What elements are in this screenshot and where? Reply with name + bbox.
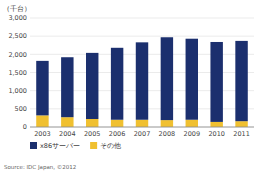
grid-line bbox=[30, 127, 254, 128]
bar bbox=[186, 39, 198, 120]
y-tick-label: 3,000 bbox=[8, 14, 27, 22]
y-tick-label: 0 bbox=[23, 123, 27, 131]
x-tick-label: 2008 bbox=[159, 130, 176, 138]
y-tick-label: 2,000 bbox=[8, 51, 27, 59]
bar bbox=[36, 115, 48, 127]
x-tick-label: 2003 bbox=[34, 130, 51, 138]
bar bbox=[235, 41, 247, 121]
bar bbox=[136, 120, 148, 127]
bar bbox=[210, 122, 222, 127]
legend-swatch bbox=[30, 142, 37, 149]
bar bbox=[235, 121, 247, 127]
bar bbox=[161, 37, 173, 120]
bar bbox=[186, 120, 198, 127]
y-axis-label: （千台） bbox=[3, 5, 31, 13]
chart: 0 500 1,000 1,500 2,000 2,500 3,000（千台） 2003 200… bbox=[0, 0, 260, 173]
x-tick-label: 2004 bbox=[59, 130, 76, 138]
bar bbox=[36, 61, 48, 116]
bar bbox=[86, 119, 98, 127]
bar bbox=[61, 57, 73, 117]
source: Source: IDC Japan, ©2012 bbox=[4, 164, 76, 171]
grid-line bbox=[30, 36, 254, 37]
legend-label: x86サーバー bbox=[40, 142, 80, 150]
bar bbox=[161, 120, 173, 127]
bar bbox=[210, 42, 222, 122]
bar bbox=[86, 53, 98, 119]
x-tick-label: 2011 bbox=[233, 130, 250, 138]
x-tick-label: 2006 bbox=[109, 130, 126, 138]
legend-label: その他 bbox=[100, 142, 121, 150]
grid-line bbox=[30, 18, 254, 19]
x-tick-label: 2007 bbox=[134, 130, 151, 138]
y-tick-label: 2,500 bbox=[8, 32, 27, 40]
x-tick-label: 2005 bbox=[84, 130, 101, 138]
bar bbox=[136, 42, 148, 119]
bar bbox=[61, 117, 73, 127]
x-tick-label: 2009 bbox=[184, 130, 201, 138]
y-tick-label: 500 bbox=[15, 105, 27, 113]
bars bbox=[36, 37, 248, 127]
y-tick-label: 1,000 bbox=[8, 87, 27, 95]
bar bbox=[111, 120, 123, 127]
y-tick-label: 1,500 bbox=[8, 69, 27, 77]
bar bbox=[111, 48, 123, 120]
x-tick-label: 2010 bbox=[208, 130, 225, 138]
x-axis-line bbox=[30, 127, 254, 128]
legend-swatch bbox=[90, 142, 97, 149]
